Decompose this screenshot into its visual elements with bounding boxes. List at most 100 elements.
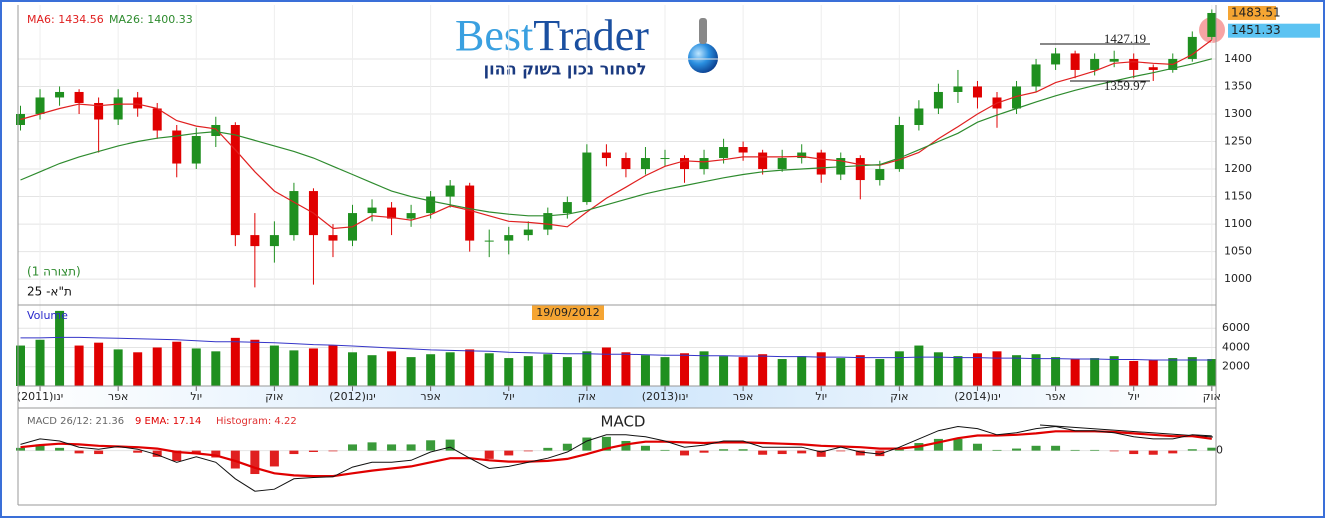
candle-body [289,191,299,236]
candle-body [582,152,592,203]
y-tick-label: 1350 [1224,79,1252,92]
candle-body [660,158,670,160]
volume-bar [582,351,592,386]
candle-body [1207,12,1217,37]
candle-body [465,185,475,241]
candle-body [484,240,494,242]
candle-body [562,202,572,214]
macd-line [20,425,1212,492]
candle-body [523,229,533,236]
x-tick-label: אוק [1203,390,1221,403]
histogram-bar [328,450,338,452]
signal-line [20,430,1212,478]
brand-second: Trader [533,11,649,60]
volume-bar [1148,360,1158,386]
candle-body [1012,86,1022,109]
candle-body [875,169,885,181]
y-tick-label: 1400 [1224,52,1252,65]
volume-bar [523,356,533,386]
candle-body [445,185,455,197]
candle-body [972,86,982,98]
candle-body [94,102,104,120]
volume-bar [445,352,455,386]
legend-entry: MA26: 1400.33 [109,13,193,26]
x-tick-label: יול [503,390,515,403]
histogram-bar [504,450,514,456]
candle-body [35,97,45,114]
x-tick-label: אפר [1045,390,1065,403]
candle-body [367,207,377,214]
x-tick-label: (2014)ינו [954,390,1000,403]
histogram-bar [1207,447,1217,451]
candle-body [777,158,787,170]
volume-bar [1207,359,1217,386]
histogram-bar [133,450,143,453]
histogram-bar [992,449,1002,451]
candle-body [699,158,709,170]
volume-bar [601,347,611,386]
volume-bar [836,358,846,386]
histogram-bar [543,447,553,451]
ma-line [20,58,1212,217]
pane-title: MACD [601,413,646,431]
y-tick-label: 6000 [1222,321,1250,334]
candle-body [680,158,690,170]
volume-bar [855,355,865,386]
volume-bar [308,348,318,386]
histogram-bar [269,450,279,467]
volume-bar [699,351,709,386]
logo: BestTrader לסחור נכון בשוק ההון [455,11,718,79]
volume-average [20,336,1212,361]
volume-bar [426,354,436,386]
legend-entry: 9 EMA: 17.14 [135,416,201,427]
histogram-bar [582,437,592,451]
volume-bar [797,356,807,386]
histogram-bar [1012,448,1022,451]
volume-bar [719,356,729,386]
x-tick-label: אוק [265,390,283,403]
volume-bar [211,351,221,386]
volume-bar [55,310,65,386]
histogram-bar [308,450,318,452]
legend-entry: Histogram: 4.22 [216,416,297,427]
volume-bar [1129,360,1139,386]
globe-icon [688,43,718,73]
volume-bar [16,345,25,386]
candle-body [250,235,260,247]
volume-bar [504,358,514,386]
histogram-bar [875,450,885,457]
level-label: 1359.97 [1104,78,1147,93]
candle-body [758,152,768,170]
volume-bar [484,353,494,386]
price-marker [1228,5,1276,20]
volume-bar [250,339,260,386]
candle-body [797,152,807,159]
histogram-bar [953,438,963,451]
y-tick-label: 1250 [1224,135,1252,148]
histogram-bar [55,447,65,451]
x-tick-label: (2011)ינו [17,390,63,403]
candle-body [816,152,826,175]
histogram-bar [933,438,943,451]
figure-icon [699,18,707,44]
pane-title: Volume [27,309,68,322]
histogram-bar [797,450,807,454]
x-axis-strip [18,386,1216,408]
volume-bar [94,342,104,386]
histogram-bar [35,444,45,451]
histogram-bar [16,447,25,451]
candle-body [269,235,279,247]
candle-body [74,91,84,103]
histogram-bar [894,449,904,451]
volume-bar [1187,357,1197,386]
histogram-bar [1109,450,1119,452]
candle-body [914,108,924,125]
volume-bar [992,351,1002,386]
histogram-bar [738,449,748,451]
legend-entry: MACD 26/12: 21.36 [27,416,124,427]
volume-bar [348,352,358,386]
histogram-bar [289,450,299,455]
volume-bar [562,357,572,386]
histogram-bar [1031,445,1041,451]
